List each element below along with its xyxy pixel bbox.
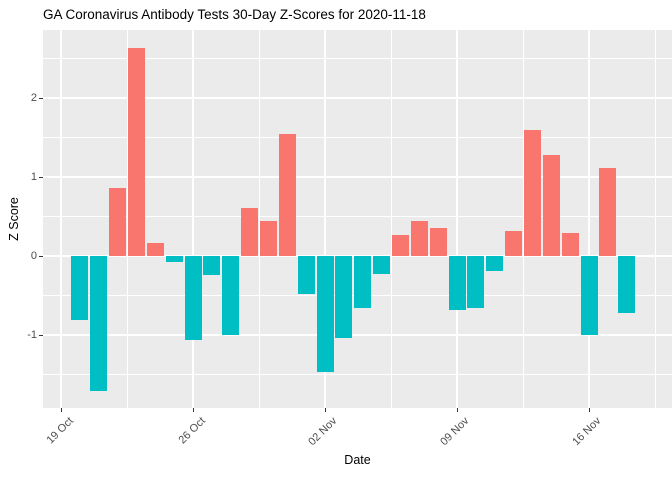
y-tick — [39, 97, 43, 99]
gridline-y-minor — [43, 137, 672, 139]
gridline-y-major — [43, 176, 672, 178]
gridline-x-minor — [126, 30, 128, 408]
bar-10-nov — [467, 256, 485, 308]
x-tick-label: 02 Nov — [306, 415, 340, 449]
bar-24-oct — [146, 242, 164, 257]
bar-15-nov — [561, 233, 579, 257]
bar-02-nov — [316, 256, 334, 372]
gridline-y-minor — [43, 57, 672, 59]
x-tick-label: 09 Nov — [438, 415, 472, 449]
gridline-x-minor — [390, 30, 392, 408]
bar-08-nov — [429, 228, 447, 257]
x-tick-label: 26 Oct — [176, 415, 208, 447]
bar-07-nov — [410, 221, 428, 257]
bar-16-nov — [580, 256, 598, 336]
gridline-y-major — [43, 97, 672, 99]
y-tick — [39, 255, 43, 257]
bar-20-oct — [71, 256, 89, 321]
gridline-x-minor — [522, 30, 524, 408]
bar-28-oct — [222, 256, 240, 336]
bar-04-nov — [354, 256, 372, 308]
bar-22-oct — [109, 188, 127, 257]
gridline-y-minor — [43, 374, 672, 376]
y-tick-label: 2 — [30, 91, 37, 104]
x-tick — [456, 408, 458, 412]
x-tick-label: 16 Nov — [570, 415, 604, 449]
gridline-x-minor — [654, 30, 656, 408]
bar-06-nov — [391, 234, 409, 257]
bar-29-oct — [241, 207, 259, 257]
bar-23-oct — [127, 48, 145, 257]
y-tick-label: -1 — [27, 328, 37, 341]
gridline-x-major — [588, 30, 590, 408]
bar-18-nov — [618, 256, 636, 314]
bar-03-nov — [335, 256, 353, 338]
x-tick — [324, 408, 326, 412]
bar-26-oct — [184, 256, 202, 340]
bar-30-oct — [259, 221, 277, 257]
bar-12-nov — [505, 230, 523, 257]
y-tick-label: 1 — [30, 170, 37, 183]
y-tick-label: 0 — [30, 249, 37, 262]
y-tick — [39, 334, 43, 336]
bar-01-nov — [297, 256, 315, 295]
bar-31-oct — [278, 134, 296, 257]
gridline-x-major — [60, 30, 62, 408]
y-tick — [39, 176, 43, 178]
x-axis-title: Date — [344, 453, 371, 467]
bar-09-nov — [448, 256, 466, 310]
bar-17-nov — [599, 167, 617, 257]
x-tick — [60, 408, 62, 412]
bar-27-oct — [203, 256, 221, 276]
gridline-y-major — [43, 334, 672, 336]
gridline-y-minor — [43, 216, 672, 218]
bar-21-oct — [90, 256, 108, 391]
x-tick-label: 19 Oct — [44, 415, 76, 447]
bar-11-nov — [486, 256, 504, 272]
bar-13-nov — [523, 129, 541, 257]
x-tick — [588, 408, 590, 412]
bar-05-nov — [373, 256, 391, 274]
gridline-x-major — [192, 30, 194, 408]
plot-panel — [43, 30, 672, 408]
gridline-x-minor — [258, 30, 260, 408]
bar-25-oct — [165, 256, 183, 263]
x-tick — [192, 408, 194, 412]
chart-title: GA Coronavirus Antibody Tests 30-Day Z-S… — [43, 7, 426, 22]
gridline-x-major — [324, 30, 326, 408]
gridline-x-major — [456, 30, 458, 408]
y-axis-title: Z Score — [7, 197, 21, 241]
bar-14-nov — [542, 154, 560, 257]
